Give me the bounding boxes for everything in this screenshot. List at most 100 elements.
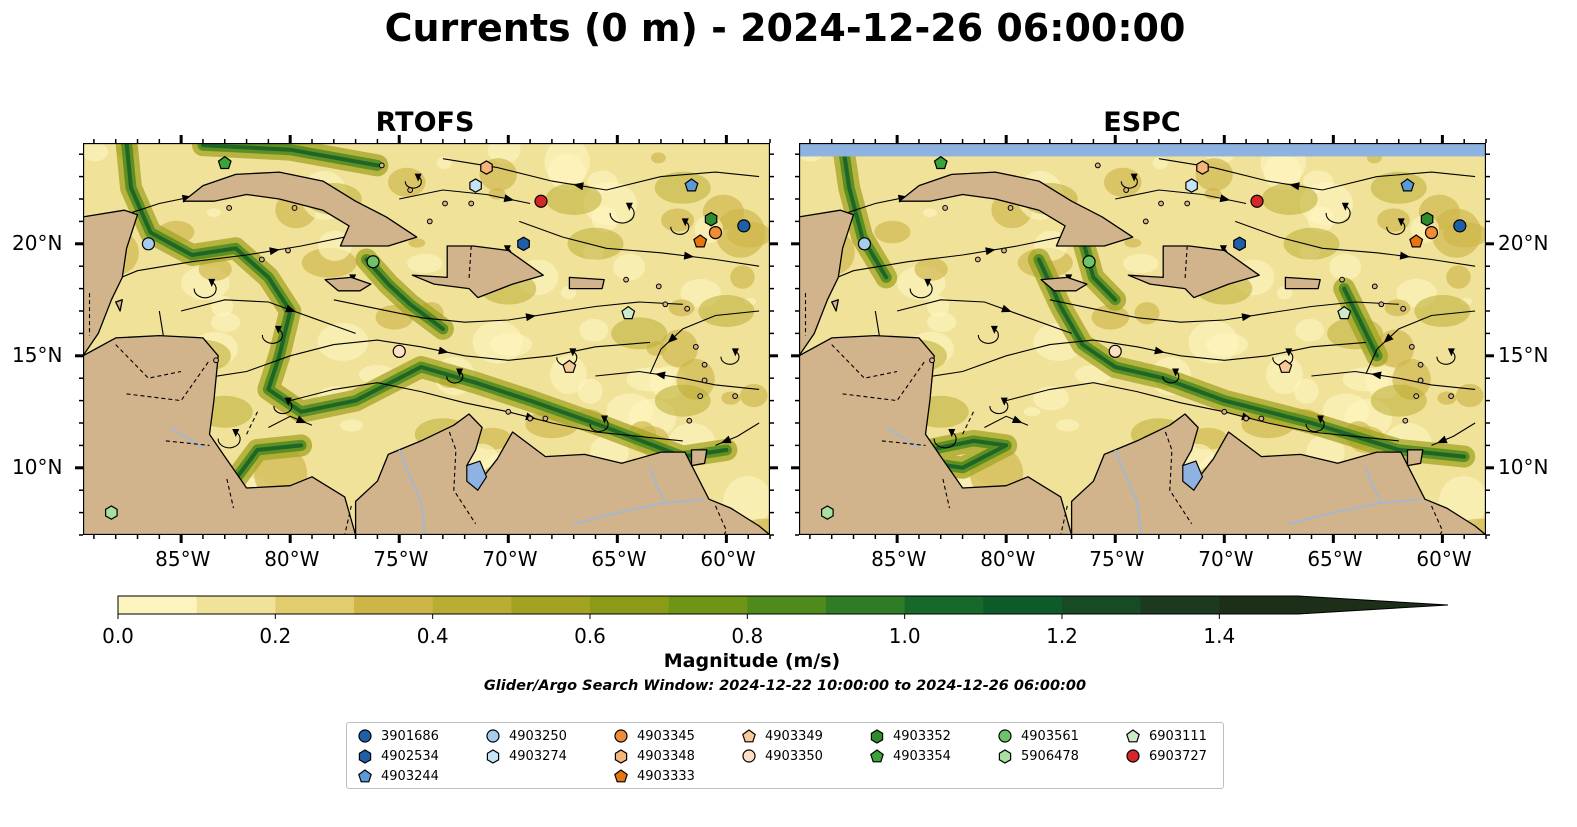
streamline-arrow xyxy=(1130,173,1138,182)
eddy-streamline xyxy=(1436,350,1456,365)
colorbar-segment xyxy=(275,596,355,614)
speed-patch xyxy=(1283,227,1340,260)
current-jet-core xyxy=(124,143,729,459)
streamline-arrow xyxy=(1011,415,1023,424)
colorbar-label: Magnitude (m/s) xyxy=(663,650,841,672)
legend-entry-6903727: 6903727 xyxy=(1125,747,1207,765)
colorbar-segment xyxy=(1140,596,1220,614)
speed-patch xyxy=(567,227,624,260)
float-marker-3901686 xyxy=(1453,219,1467,233)
legend-entry-4903352: 4903352 xyxy=(869,727,951,745)
country-border xyxy=(942,478,951,509)
colorbar-tick-label: 1.4 xyxy=(1203,624,1236,648)
hexagon-marker-icon xyxy=(614,749,628,764)
island xyxy=(929,357,935,364)
current-jet-core xyxy=(364,257,445,331)
current-jet-core xyxy=(201,143,380,168)
lon-tick-label: 70°W xyxy=(1198,547,1254,571)
streamline-arrow xyxy=(438,346,449,355)
colorbar-segment xyxy=(1062,596,1142,614)
streamline-arrow xyxy=(414,173,422,182)
speed-mottle xyxy=(561,286,577,300)
streamline-arrow xyxy=(1285,348,1293,357)
speed-mottle xyxy=(1293,378,1319,404)
float-marker-4903274 xyxy=(1185,178,1198,193)
float-marker-4903348 xyxy=(480,160,493,175)
island xyxy=(426,218,433,225)
country-border xyxy=(1430,505,1444,535)
streamline-arrow xyxy=(655,371,666,380)
colorbar-tick-label: 0.8 xyxy=(731,624,764,648)
panel-title-espc: ESPC xyxy=(1103,107,1181,138)
streamline-arrow xyxy=(924,278,932,287)
lon-tick-label: 85°W xyxy=(155,547,211,571)
island xyxy=(686,417,693,424)
speed-patch xyxy=(1414,295,1471,327)
island xyxy=(226,205,233,211)
speed-patch xyxy=(1370,384,1427,417)
island xyxy=(701,377,708,384)
lon-tick-label: 75°W xyxy=(1089,547,1145,571)
streamline xyxy=(1311,370,1476,390)
legend-label: 6903111 xyxy=(1149,728,1207,744)
streamline-arrow xyxy=(1219,245,1227,254)
island xyxy=(697,393,704,400)
streamline-arrow xyxy=(503,194,515,203)
streamline-arrow xyxy=(208,278,216,287)
river xyxy=(1365,467,1382,502)
float-marker-4903350 xyxy=(392,344,406,358)
island xyxy=(1142,218,1149,225)
colorbar-segment xyxy=(432,596,512,614)
legend-label: 4903348 xyxy=(637,748,695,764)
legend-label: 4903250 xyxy=(509,728,567,744)
streamline-arrow xyxy=(1241,313,1253,322)
float-marker-6903111 xyxy=(621,305,636,320)
legend-entry-4903345: 4903345 xyxy=(613,727,695,745)
circle-marker-icon xyxy=(1126,749,1140,763)
streamline xyxy=(290,382,683,442)
speed-mottle xyxy=(547,153,586,191)
circle-marker-icon xyxy=(742,749,756,763)
streamline xyxy=(1158,158,1476,191)
island xyxy=(655,283,662,290)
lat-tick-label-left: 20°N xyxy=(12,230,63,255)
island xyxy=(378,162,385,169)
eddy-streamline xyxy=(1120,176,1138,189)
speed-mottle xyxy=(926,312,957,333)
island xyxy=(732,393,739,400)
island xyxy=(1417,377,1424,384)
speed-mottle xyxy=(408,238,426,248)
current-jet-core xyxy=(1342,286,1379,358)
eddy-streamline xyxy=(193,281,217,299)
streamline-arrow xyxy=(232,428,240,437)
speed-mottle xyxy=(550,355,587,395)
country-border xyxy=(468,245,472,280)
float-marker-4903354 xyxy=(217,155,232,170)
float-marker-4903349 xyxy=(562,359,577,373)
map-content xyxy=(83,143,770,535)
colorbar-segment xyxy=(826,596,906,614)
speed-mottle xyxy=(613,253,646,281)
speed-mottle xyxy=(927,295,950,317)
landmass xyxy=(1127,245,1260,299)
streamline-arrow xyxy=(1001,304,1012,313)
colorbar-segment xyxy=(118,596,198,614)
legend-entry-4903333: 4903333 xyxy=(613,767,695,785)
lat-tick-label-left: 15°N xyxy=(12,342,63,367)
float-marker-4903348 xyxy=(1196,160,1209,175)
axes-ticks xyxy=(75,135,1494,543)
lat-tick-label-right: 15°N xyxy=(1498,342,1549,367)
streamline xyxy=(93,234,356,290)
speed-mottle xyxy=(1266,355,1303,395)
lon-tick-label: 75°W xyxy=(373,547,429,571)
current-jet-core xyxy=(1080,237,1118,302)
colorbar-segment xyxy=(196,596,276,614)
island xyxy=(684,305,691,312)
streamline-arrow xyxy=(456,368,464,377)
speed-mottle xyxy=(579,318,609,342)
streamline-arrow xyxy=(1447,348,1455,357)
lon-tick-label: 65°W xyxy=(591,547,647,571)
legend-label: 4903561 xyxy=(1021,728,1079,744)
lon-tick-label: 60°W xyxy=(1416,547,1472,571)
streamline-arrow xyxy=(295,415,307,424)
